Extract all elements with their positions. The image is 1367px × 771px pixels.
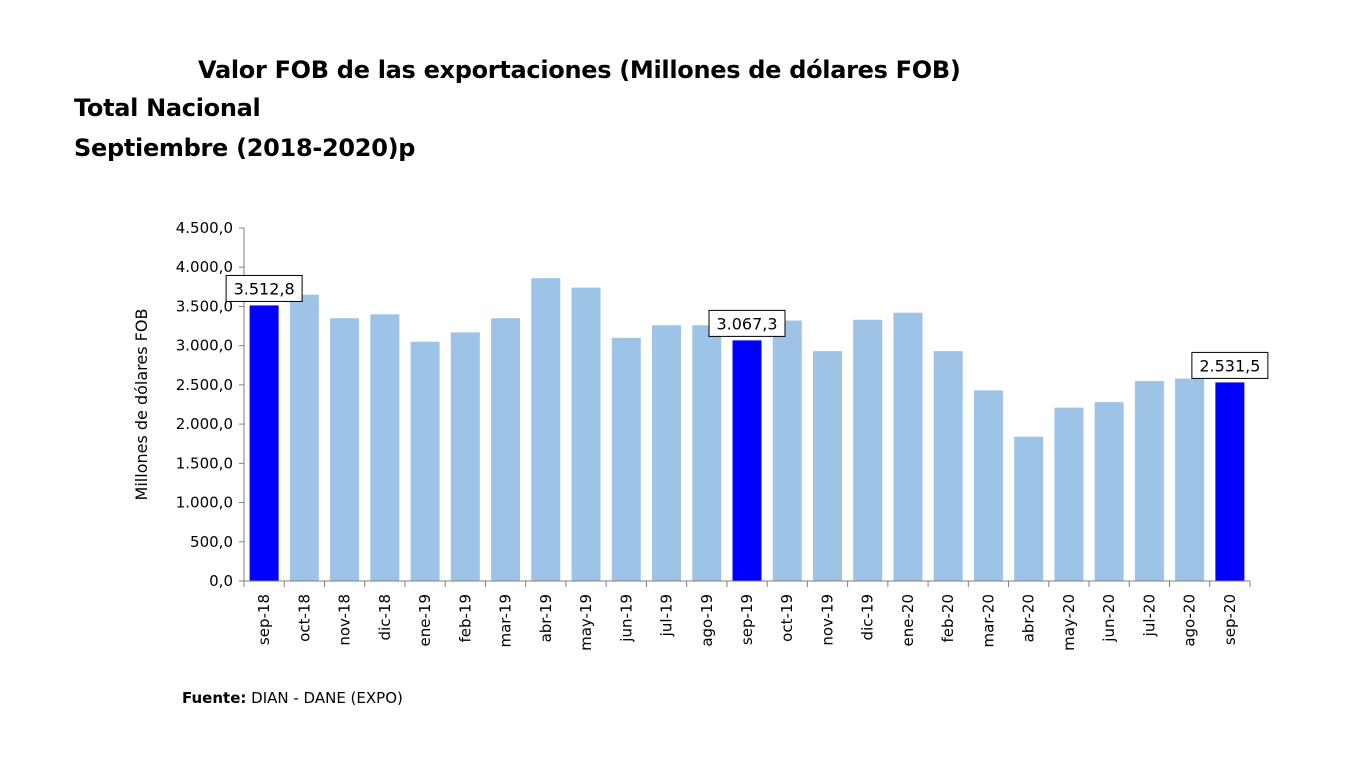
bar bbox=[410, 341, 440, 581]
data-label-box bbox=[225, 274, 303, 302]
bar bbox=[491, 318, 521, 581]
bar bbox=[249, 305, 279, 581]
y-tick-label: 2.500,0 bbox=[176, 376, 233, 394]
x-tick-label: feb-19 bbox=[456, 594, 474, 643]
data-label: 3.512,8 bbox=[234, 279, 295, 298]
x-tick-label: sep-18 bbox=[255, 594, 273, 645]
bar bbox=[1215, 382, 1245, 581]
bar bbox=[652, 325, 682, 581]
x-tick-label: may-19 bbox=[577, 594, 595, 651]
data-label-box bbox=[708, 309, 786, 337]
source-text: DIAN - DANE (EXPO) bbox=[246, 689, 403, 707]
bar bbox=[330, 318, 360, 581]
x-tick-label: dic-18 bbox=[376, 594, 394, 640]
chart-subtitle-region: Total Nacional bbox=[74, 94, 261, 122]
source-note: Fuente: DIAN - DANE (EXPO) bbox=[182, 689, 403, 707]
bar bbox=[893, 312, 923, 581]
x-tick-label: oct-18 bbox=[295, 594, 313, 642]
bar bbox=[531, 278, 561, 581]
x-tick-label: ago-20 bbox=[1181, 594, 1199, 647]
x-tick-label: mar-20 bbox=[979, 594, 997, 648]
bar bbox=[772, 320, 802, 581]
x-tick-label: may-20 bbox=[1060, 594, 1078, 651]
x-tick-label: feb-20 bbox=[939, 594, 957, 643]
x-tick-label: ene-19 bbox=[416, 594, 434, 646]
source-label: Fuente: bbox=[182, 689, 247, 707]
y-tick-label: 4.500,0 bbox=[176, 219, 233, 237]
bar bbox=[1094, 402, 1124, 581]
x-tick-label: sep-20 bbox=[1221, 594, 1239, 645]
bar bbox=[1134, 380, 1164, 581]
x-tick-label: ene-20 bbox=[899, 594, 917, 646]
bar bbox=[571, 287, 601, 581]
y-tick-label: 4.000,0 bbox=[176, 258, 233, 276]
bar bbox=[812, 351, 842, 581]
y-tick-label: 3.000,0 bbox=[176, 337, 233, 355]
bar bbox=[289, 294, 319, 581]
x-tick-label: ago-19 bbox=[698, 594, 716, 647]
chart-subtitle-period: Septiembre (2018-2020)p bbox=[74, 134, 416, 162]
bar bbox=[1175, 378, 1205, 581]
chart-title: Valor FOB de las exportaciones (Millones… bbox=[198, 56, 961, 84]
y-tick-label: 0,0 bbox=[209, 572, 233, 590]
bar bbox=[1014, 436, 1044, 581]
y-tick-label: 2.000,0 bbox=[176, 415, 233, 433]
x-tick-label: jun-19 bbox=[617, 594, 635, 643]
y-tick-label: 3.500,0 bbox=[176, 297, 233, 315]
x-tick-label: sep-19 bbox=[738, 594, 756, 645]
y-axis-title: Millones de dólares FOB bbox=[132, 309, 151, 501]
data-label: 2.531,5 bbox=[1199, 356, 1260, 375]
bar bbox=[1054, 407, 1084, 581]
bar bbox=[370, 314, 400, 581]
x-tick-label: abr-20 bbox=[1020, 594, 1038, 642]
x-tick-label: nov-18 bbox=[336, 594, 354, 646]
data-label: 3.067,3 bbox=[716, 314, 777, 333]
x-tick-label: mar-19 bbox=[497, 594, 515, 648]
bar bbox=[692, 325, 722, 581]
bar bbox=[450, 332, 480, 581]
x-tick-label: oct-19 bbox=[778, 594, 796, 642]
y-tick-label: 500,0 bbox=[190, 533, 233, 551]
x-tick-label: dic-19 bbox=[859, 594, 877, 640]
x-tick-label: nov-19 bbox=[818, 594, 836, 646]
x-tick-label: jun-20 bbox=[1100, 594, 1118, 643]
bar bbox=[732, 340, 762, 581]
x-tick-label: abr-19 bbox=[537, 594, 555, 642]
y-tick-label: 1.500,0 bbox=[176, 454, 233, 472]
y-tick-label: 1.000,0 bbox=[176, 494, 233, 512]
data-label-box bbox=[1191, 351, 1269, 379]
bar bbox=[933, 351, 963, 581]
x-tick-label: jul-19 bbox=[658, 594, 676, 637]
bar bbox=[973, 390, 1003, 581]
bar bbox=[853, 319, 883, 581]
x-tick-label: jul-20 bbox=[1140, 594, 1158, 637]
bar bbox=[611, 337, 641, 581]
